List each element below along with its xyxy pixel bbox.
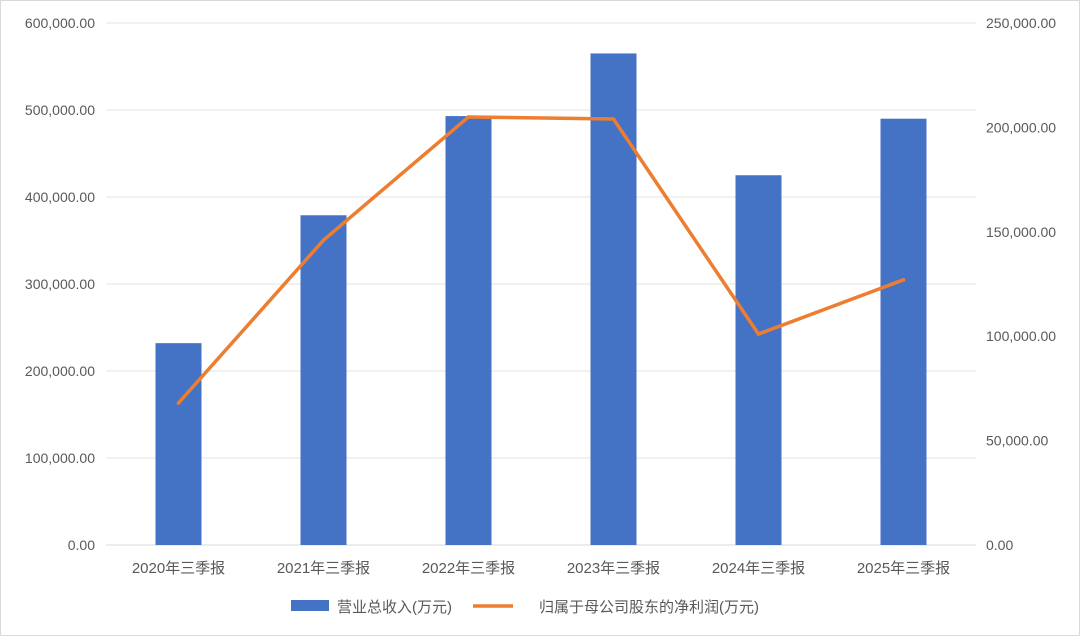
y-left-tick-label: 100,000.00 xyxy=(25,450,95,466)
line-point xyxy=(321,238,326,242)
bar xyxy=(155,343,202,545)
x-tick-label: 2024年三季报 xyxy=(712,560,805,577)
legend-label-bar: 营业总收入(万元) xyxy=(337,599,452,616)
y-left-tick-label: 500,000.00 xyxy=(25,102,95,118)
y-left-tick-label: 600,000.00 xyxy=(25,15,95,31)
bar xyxy=(590,53,637,545)
x-tick-label: 2023年三季报 xyxy=(567,560,660,577)
x-axis: 2020年三季报 2021年三季报 2022年三季报 2023年三季报 2024年三季报… xyxy=(132,560,950,577)
line-point xyxy=(466,115,471,119)
x-tick-label: 2022年三季报 xyxy=(422,560,515,577)
y-right-tick-label: 50,000.00 xyxy=(986,433,1048,449)
line-point xyxy=(176,401,181,405)
y-right-tick-label: 100,000.00 xyxy=(986,328,1056,344)
line-point xyxy=(611,117,616,121)
y-left-tick-label: 200,000.00 xyxy=(25,363,95,379)
line-point xyxy=(756,332,761,336)
legend-label-line: 归属于母公司股东的净利润(万元) xyxy=(539,599,759,616)
legend-swatch-bar xyxy=(291,600,329,611)
y-left-tick-label: 300,000.00 xyxy=(25,276,95,292)
y-axis-right: 0.00 50,000.00 100,000.00 150,000.00 200,000… xyxy=(986,15,1056,553)
net-profit-line xyxy=(176,115,906,405)
x-tick-label: 2025年三季报 xyxy=(857,560,950,577)
y-axis-left: 0.00 100,000.00 200,000.00 300,000.00 400,00… xyxy=(25,15,95,553)
bar xyxy=(880,118,927,545)
bar-series xyxy=(155,53,927,545)
y-right-tick-label: 250,000.00 xyxy=(986,15,1056,31)
line-series xyxy=(176,115,906,405)
y-left-tick-label: 400,000.00 xyxy=(25,189,95,205)
bar xyxy=(300,215,347,545)
line-point xyxy=(901,278,906,282)
y-right-tick-label: 200,000.00 xyxy=(986,119,1056,135)
bar xyxy=(445,116,492,545)
y-left-tick-label: 0.00 xyxy=(68,537,95,553)
gridlines xyxy=(106,22,976,546)
bar xyxy=(735,175,782,545)
x-tick-label: 2020年三季报 xyxy=(132,560,225,577)
x-tick-label: 2021年三季报 xyxy=(277,560,370,577)
y-right-tick-label: 150,000.00 xyxy=(986,224,1056,240)
legend: 营业总收入(万元) 归属于母公司股东的净利润(万元) xyxy=(291,599,759,616)
y-right-tick-label: 0.00 xyxy=(986,537,1013,553)
